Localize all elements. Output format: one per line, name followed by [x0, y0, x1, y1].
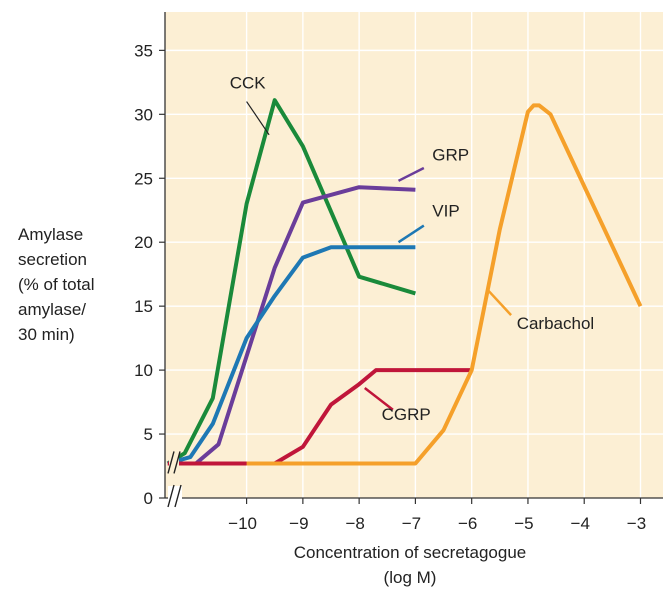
y-tick-label: 30 — [134, 105, 153, 124]
axis-break-marks — [167, 449, 182, 508]
y-tick-label: 20 — [134, 233, 153, 252]
axis-break-gap-series — [169, 449, 179, 478]
y-axis-title: Amylase secretion (% of total amylase/30 mi… — [18, 225, 95, 344]
y-tick-label: 0 — [144, 489, 153, 508]
x-axis-title-line: (log M) — [384, 568, 437, 587]
x-tick-label: −7 — [402, 514, 421, 533]
series-label-vip: VIP — [432, 202, 459, 221]
y-axis-title-line: amylase/ — [18, 300, 86, 319]
x-axis-title: Concentration of secretagogue (log M) — [294, 543, 527, 587]
leader-line-cgrp — [363, 387, 394, 411]
series-label-carbachol: Carbachol — [517, 314, 595, 333]
y-axis-title-line: (% of total — [18, 275, 95, 294]
y-axis-title-line: secretion — [18, 250, 87, 269]
y-axis-title-line: 30 min) — [18, 325, 75, 344]
x-tick-label: −9 — [289, 514, 308, 533]
series-label-cck: CCK — [230, 74, 267, 93]
x-tick-label: −4 — [571, 514, 590, 533]
axis-break-gap-axis — [168, 486, 182, 508]
x-axis-title-line: Concentration of secretagogue — [294, 543, 527, 562]
axes — [159, 12, 663, 504]
x-tick-label: −10 — [228, 514, 257, 533]
axis-break-slash — [173, 451, 181, 474]
series-line-cck — [166, 98, 416, 466]
tick-labels: 0 5 10 15 20 25 30 35 −10 −9 −8 −7 −6 −5 −4 −3 — [134, 41, 646, 533]
series-label-grp: GRP — [432, 145, 469, 164]
leader-line-vip — [397, 224, 425, 244]
series-line-carbachol — [246, 103, 643, 466]
series-annotations: CCK GRP VIP CGRP Carbachol — [230, 74, 594, 424]
y-tick-label: 5 — [144, 425, 153, 444]
y-tick-label: 15 — [134, 297, 153, 316]
axis-break-slash — [167, 484, 175, 508]
x-tick-label: −5 — [514, 514, 533, 533]
leader-line-grp — [397, 166, 425, 182]
data-series — [166, 98, 643, 466]
leader-line-carbachol — [487, 289, 512, 316]
y-tick-label: 35 — [134, 41, 153, 60]
series-label-cgrp: CGRP — [382, 405, 431, 424]
series-line-vip — [167, 245, 416, 466]
y-tick-label: 10 — [134, 361, 153, 380]
axis-break-slash — [167, 451, 175, 474]
y-tick-label: 25 — [134, 169, 153, 188]
plot-background — [165, 12, 663, 498]
y-axis-title-line: Amylase — [18, 225, 83, 244]
x-tick-label: −8 — [345, 514, 364, 533]
axis-break-slash — [174, 484, 182, 508]
leader-line-cck — [246, 101, 270, 136]
x-tick-label: −3 — [627, 514, 646, 533]
x-tick-label: −6 — [458, 514, 477, 533]
